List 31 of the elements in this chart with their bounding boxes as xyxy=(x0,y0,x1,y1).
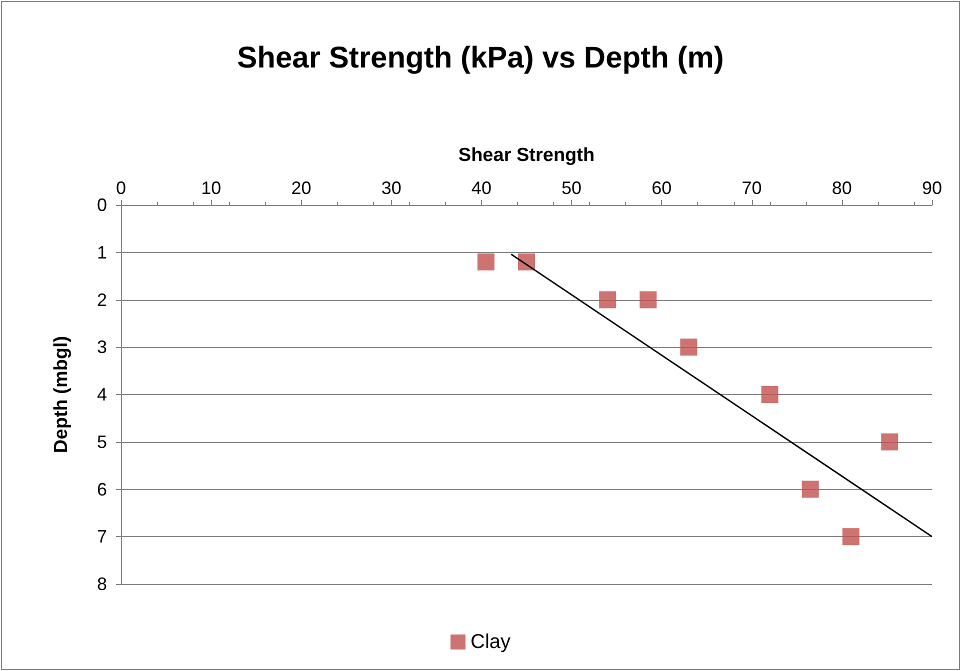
x-axis-title: Shear Strength xyxy=(458,145,595,166)
point xyxy=(802,480,819,498)
point xyxy=(761,386,778,403)
point xyxy=(881,433,898,450)
y-tick-label: 4 xyxy=(96,384,107,404)
y-tick-label: 2 xyxy=(96,290,107,310)
chart-title: Shear Strength (kPa) vs Depth (m) xyxy=(237,42,724,74)
y-tick-label: 5 xyxy=(96,432,107,452)
x-tick-label: 70 xyxy=(742,178,762,198)
y-tick-label: 7 xyxy=(96,526,107,547)
y-axis-title: Depth (mbgl) xyxy=(51,336,72,454)
x-tick-label: 20 xyxy=(291,178,312,198)
x-tick-label: 0 xyxy=(116,178,126,198)
x-tick-label: 30 xyxy=(381,178,402,198)
x-tick-label: 80 xyxy=(832,178,852,198)
point xyxy=(477,253,494,270)
y-tick-label: 1 xyxy=(96,242,107,262)
y-tick-label: 8 xyxy=(96,574,107,594)
point xyxy=(680,338,698,356)
x-tick-label: 10 xyxy=(201,178,222,198)
x-tick-label: 40 xyxy=(471,178,492,198)
y-tick-label: 0 xyxy=(96,195,107,215)
x-tick-label: 50 xyxy=(562,178,582,198)
y-tick-label: 3 xyxy=(96,337,107,358)
y-tick-label: 6 xyxy=(96,479,107,500)
legend-label: Clay xyxy=(470,631,511,653)
point xyxy=(599,291,616,308)
x-tick-label: 60 xyxy=(652,178,672,198)
point xyxy=(842,528,860,546)
x-tick-label: 90 xyxy=(922,178,942,198)
point xyxy=(640,291,657,308)
